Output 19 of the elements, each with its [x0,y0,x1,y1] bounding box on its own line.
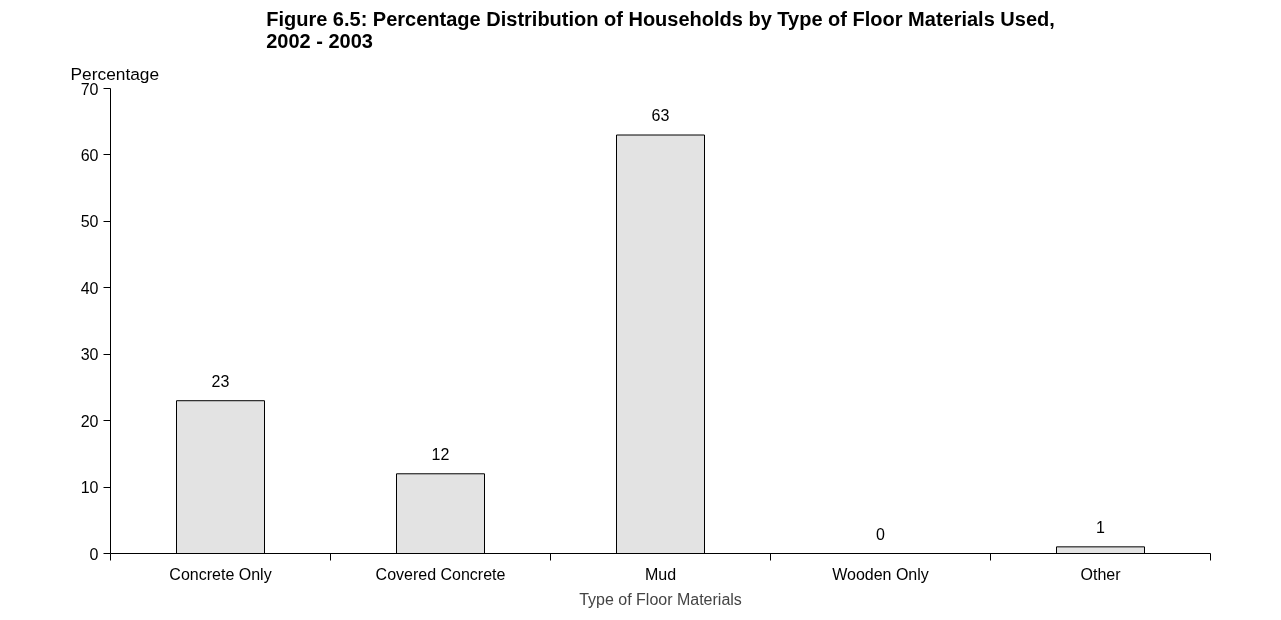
x-tick-label: Other [1080,565,1122,583]
data-label: 23 [211,372,230,390]
y-tick-label: 0 [89,545,99,563]
y-tick-label: 40 [80,279,99,297]
data-label: 0 [876,525,886,543]
y-tick-label: 10 [80,479,99,497]
chart-title: Figure 6.5: Percentage Distribution of Households by Type of Floor Materials Used, 2002 - 2003 [266,7,1055,52]
y-tick-label: 50 [80,213,99,231]
x-tick-label: Covered Concrete [375,565,506,583]
x-tick-label: Wooden Only [832,565,929,583]
x-tick-label: Mud [644,565,677,583]
x-tick-label: Concrete Only [169,565,272,583]
data-label: 1 [1096,518,1106,536]
y-tick-label: 60 [80,146,99,164]
y-tick-label: 30 [80,346,99,364]
data-label: 12 [431,445,450,463]
y-tick-label: 20 [80,412,99,430]
data-label: 63 [651,107,670,124]
x-axis-title: Type of Floor Materials [579,590,742,608]
